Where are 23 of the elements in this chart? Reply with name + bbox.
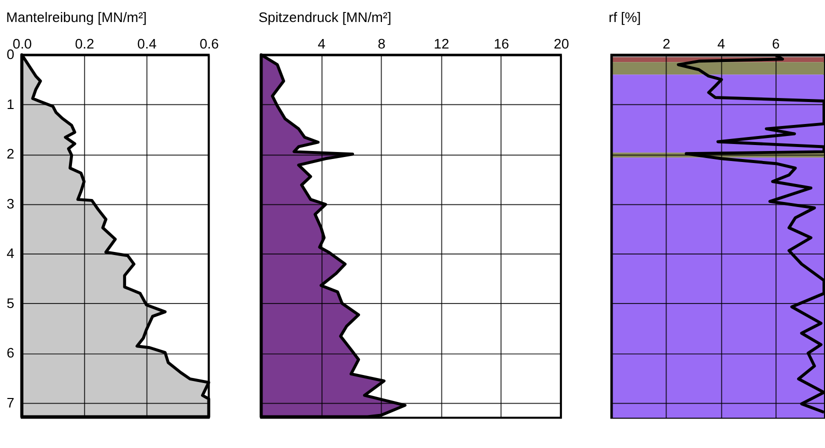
y-tick-label: 7 xyxy=(6,394,14,410)
x-tick-label: 0.0 xyxy=(12,35,32,52)
y-tick-label: 3 xyxy=(6,195,15,212)
x-tick-label: 12 xyxy=(434,35,450,52)
x-tick-label: 16 xyxy=(494,35,510,52)
x-tick-label: 4 xyxy=(318,35,326,52)
x-tick-label: 2 xyxy=(662,35,670,52)
y-tick-label: 2 xyxy=(6,146,14,162)
x-tick-label: 0.4 xyxy=(137,35,157,52)
chart-title: Mantelreibung [MN/m²] xyxy=(6,9,147,26)
x-tick-label: 6 xyxy=(772,35,780,52)
y-tick-label: 4 xyxy=(6,245,15,262)
x-tick-label: 8 xyxy=(378,35,386,52)
x-tick-label: 0.6 xyxy=(200,35,220,52)
y-tick-label: 5 xyxy=(6,294,15,311)
y-tick-label: 6 xyxy=(6,344,15,361)
y-tick-label: 0 xyxy=(6,46,15,62)
chart-title: Spitzendruck [MN/m²] xyxy=(258,9,392,26)
x-tick-label: 0.2 xyxy=(74,35,94,52)
chart-title: rf [%] xyxy=(608,9,641,26)
y-tick-label: 1 xyxy=(6,96,15,112)
x-tick-label: 20 xyxy=(554,35,570,52)
x-tick-label: 4 xyxy=(717,35,726,52)
